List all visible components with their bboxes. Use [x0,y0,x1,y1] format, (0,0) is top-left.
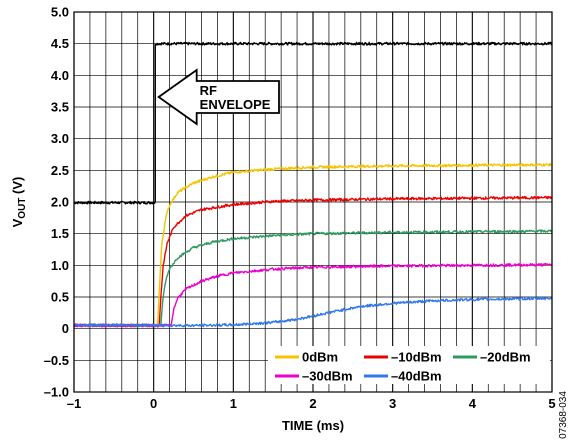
y-tick-label: 1.5 [51,226,69,241]
legend-label: –20dBm [480,350,531,365]
x-tick-label: –1 [67,396,81,411]
y-tick-label: 3.5 [51,100,69,115]
series-lines [73,41,553,328]
y-tick-labels: –1.0 –0.5 0 0.5 1.0 1.5 2.0 2.5 3.0 3.5 4.0 4.5 5.0 [44,5,69,400]
y-tick-label: 0.5 [51,290,69,305]
y-tick-label: 4.0 [51,68,69,83]
annotation-line-1: RF [200,83,217,98]
x-tick-labels: –1 0 1 2 3 4 5 [67,396,556,411]
left-arrow-icon [157,68,280,126]
y-axis-title-main: V [10,218,25,227]
x-tick-label: 2 [309,396,316,411]
series-line [73,41,553,205]
y-tick-label: 1.0 [51,258,69,273]
legend-background [268,346,550,384]
y-tick-label: 3.0 [51,131,69,146]
y-tick-label: 2.5 [51,163,69,178]
annotation-line-2: ENVELOPE [200,97,271,112]
figure-id: 07368-034 [558,391,569,439]
y-axis-title-unit: (V) [10,177,25,198]
y-tick-label: –0.5 [44,353,69,368]
legend-label: –40dBm [391,369,442,384]
x-tick-label: 0 [150,396,157,411]
legend-label: –10dBm [391,350,442,365]
plot-frame [73,11,553,393]
x-axis-title: TIME (ms) [282,418,344,433]
x-tick-label: 3 [389,396,396,411]
x-tick-label: 5 [548,396,555,411]
y-tick-label: 5.0 [51,5,69,20]
y-axis-title: VOUT (V) [10,177,28,228]
y-tick-label: 0 [62,321,69,336]
rf-envelope-annotation: RF ENVELOPE [157,68,280,126]
legend-label: –30dBm [302,369,353,384]
legend-label: 0dBm [302,350,338,365]
y-axis-title-subscript: OUT [17,198,28,219]
legend: 0dBm –10dBm –20dBm –30dBm –40dBm [268,346,550,384]
y-tick-label: 2.0 [51,195,69,210]
series-line [73,296,553,328]
x-tick-label: 1 [230,396,237,411]
y-tick-label: 4.5 [51,36,69,51]
y-tick-label: –1.0 [44,385,69,400]
x-tick-label: 4 [469,396,477,411]
